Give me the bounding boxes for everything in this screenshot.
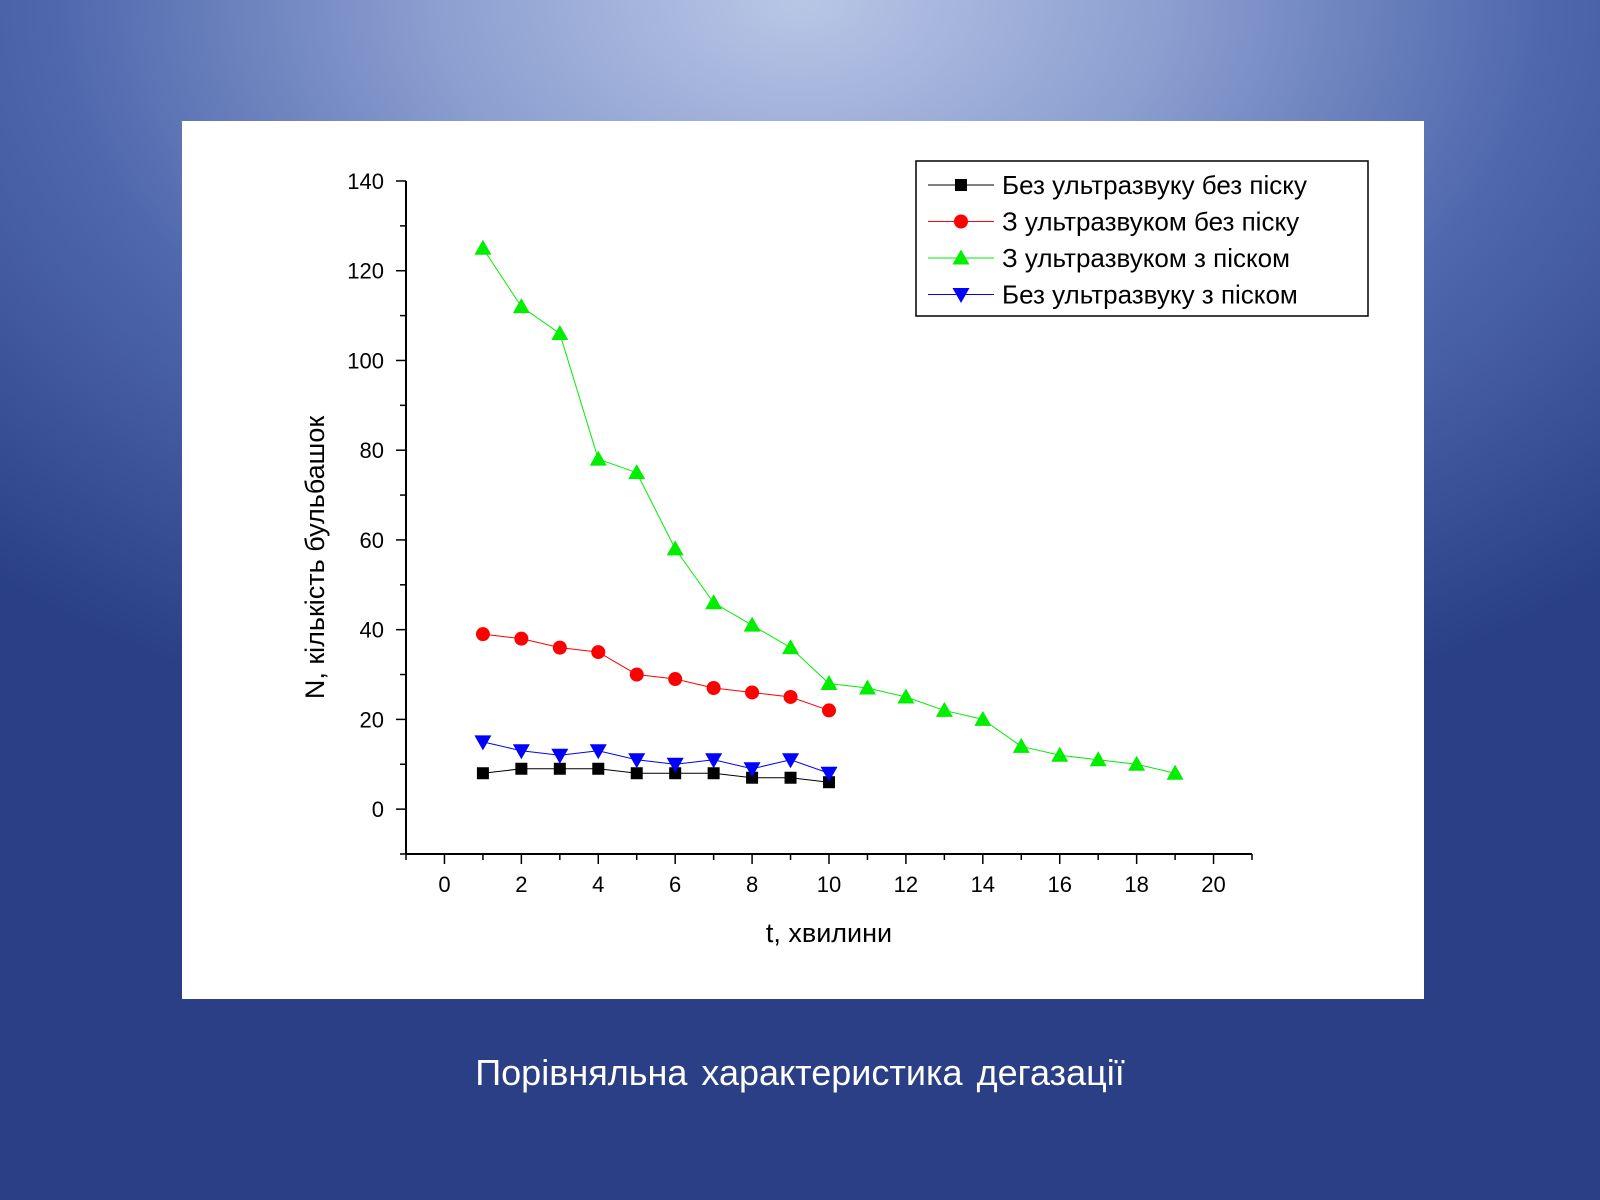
data-point	[628, 753, 646, 769]
data-point	[743, 616, 761, 632]
legend-marker	[952, 288, 970, 303]
data-point	[551, 748, 569, 764]
y-tick-label: 80	[360, 438, 384, 463]
data-point	[1166, 764, 1184, 780]
x-axis-label: t, хвилини	[766, 918, 892, 948]
data-point	[474, 735, 492, 751]
x-tick-label: 12	[894, 872, 918, 897]
x-tick-label: 4	[592, 872, 604, 897]
legend-label: Без ультразвуку з піском	[1002, 280, 1298, 310]
legend-marker	[955, 179, 967, 191]
y-tick-label: 60	[360, 528, 384, 553]
y-tick-label: 40	[360, 618, 384, 643]
series-line	[482, 768, 830, 783]
x-tick-label: 20	[1201, 872, 1225, 897]
legend-label: Без ультразвуку без піску	[1002, 170, 1307, 200]
data-point	[820, 766, 838, 782]
data-point	[705, 594, 723, 610]
data-point	[589, 450, 607, 466]
data-point	[974, 710, 992, 726]
data-point	[666, 757, 684, 773]
data-point	[746, 771, 759, 784]
data-point	[743, 762, 761, 778]
data-point	[474, 239, 492, 255]
x-tick-label: 18	[1124, 872, 1148, 897]
y-tick-label: 0	[372, 797, 384, 822]
x-tick-label: 2	[515, 872, 527, 897]
data-point	[820, 675, 838, 691]
legend-marker	[954, 214, 968, 229]
data-point	[1012, 737, 1030, 753]
data-point	[512, 744, 530, 760]
data-point	[592, 762, 605, 775]
data-point	[858, 679, 876, 695]
data-point	[782, 753, 800, 769]
line-chart: 0 2 4 6 8 10 12 14 16 18 20 0 20 40 60 80 100 120 140 t, хв…	[300, 160, 1369, 948]
slide-caption: Порівняльна характеристика дегазації	[475, 1052, 1125, 1093]
data-point	[1051, 746, 1069, 762]
data-point	[1089, 751, 1107, 767]
data-point	[589, 744, 607, 760]
legend-item: Без ультразвуку з піском	[928, 280, 1298, 310]
data-point	[514, 631, 529, 646]
data-point	[705, 753, 723, 769]
y-tick-label: 120	[347, 259, 384, 284]
data-point	[475, 627, 490, 642]
x-tick-label: 0	[438, 872, 450, 897]
data-point	[476, 767, 489, 780]
data-point	[628, 464, 646, 480]
legend-item: З ультразвуком з піском	[928, 243, 1290, 273]
chart-panel: 0 2 4 6 8 10 12 14 16 18 20 0 20 40 60 80 100 120 140 t, хв…	[182, 121, 1424, 999]
data-point	[552, 640, 567, 655]
legend: Без ультразвуку без піску З ультразвуком …	[915, 160, 1369, 317]
series-line	[482, 633, 830, 711]
data-point	[782, 639, 800, 655]
data-point	[1128, 755, 1146, 771]
legend-label: З ультразвуком без піску	[1002, 207, 1299, 237]
legend-marker	[952, 249, 970, 265]
x-tick-label: 10	[817, 872, 841, 897]
y-axis-label: N, кількість бульбашок	[300, 416, 330, 700]
data-point	[784, 771, 797, 784]
legend-box	[915, 160, 1369, 317]
data-point	[553, 762, 566, 775]
data-point	[668, 672, 683, 687]
data-point	[551, 325, 569, 341]
legend-label: З ультразвуком з піском	[1002, 243, 1290, 273]
legend-item: З ультразвуком без піску	[928, 207, 1299, 237]
y-tick-label: 140	[347, 169, 384, 194]
data-point	[706, 680, 721, 695]
series-line	[482, 248, 1176, 774]
data-point	[935, 701, 953, 717]
data-point	[897, 688, 915, 704]
y-tick-label: 100	[347, 348, 384, 373]
data-point	[823, 776, 835, 789]
data-point	[629, 667, 644, 682]
data-point	[669, 767, 682, 780]
series-3	[474, 735, 838, 782]
data-point	[666, 540, 684, 556]
series-0	[476, 762, 835, 789]
series-1	[475, 627, 836, 718]
data-point	[512, 298, 530, 314]
data-point	[745, 685, 760, 700]
data-point	[822, 703, 836, 718]
data-point	[515, 762, 528, 775]
data-point	[591, 645, 606, 660]
legend-item: Без ультразвуку без піску	[928, 170, 1307, 200]
x-tick-label: 8	[746, 872, 758, 897]
axes: 0 2 4 6 8 10 12 14 16 18 20 0 20 40 60 80 100 120 140 t, хв…	[300, 169, 1253, 948]
series-line	[482, 741, 830, 774]
data-point	[630, 767, 643, 780]
data-point	[783, 689, 798, 704]
x-tick-label: 14	[971, 872, 995, 897]
y-tick-label: 20	[360, 707, 384, 732]
x-tick-label: 6	[669, 872, 681, 897]
x-tick-label: 16	[1047, 872, 1071, 897]
series-2	[474, 239, 1184, 780]
data-point	[707, 767, 720, 780]
